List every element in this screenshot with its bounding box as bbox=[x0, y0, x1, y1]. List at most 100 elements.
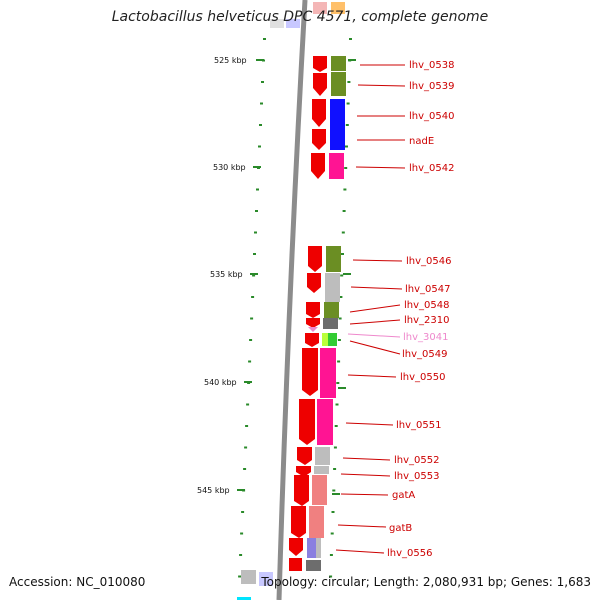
gene-label: gatA bbox=[392, 490, 415, 501]
leader-line bbox=[350, 286, 403, 290]
leader-line bbox=[345, 422, 394, 426]
minor-tick bbox=[338, 317, 342, 320]
gene-label: lhv_0542 bbox=[409, 163, 454, 174]
minor-tick bbox=[260, 102, 263, 105]
minor-tick bbox=[332, 489, 336, 492]
cds-arrow bbox=[296, 466, 311, 477]
cog-segment bbox=[324, 302, 339, 318]
minor-tick bbox=[263, 38, 266, 40]
cog-segment bbox=[312, 475, 327, 505]
cog-segment bbox=[309, 506, 324, 538]
cog-segment bbox=[329, 153, 344, 179]
minor-tick bbox=[243, 468, 247, 470]
cds-arrow bbox=[299, 399, 315, 445]
minor-tick bbox=[252, 274, 256, 277]
minor-tick bbox=[330, 532, 334, 535]
cog-segment bbox=[322, 333, 328, 346]
cds-arrow bbox=[294, 475, 309, 506]
gene-label: lhv_0553 bbox=[394, 471, 439, 482]
minor-tick bbox=[256, 188, 259, 191]
cds-arrow bbox=[291, 506, 306, 538]
minor-tick bbox=[342, 210, 346, 212]
minor-ticks-inner bbox=[238, 38, 266, 578]
cog-segment-top bbox=[313, 2, 327, 14]
gene-label: lhv_0547 bbox=[405, 284, 450, 295]
feature-bottom-left bbox=[237, 597, 251, 600]
minor-tick bbox=[246, 403, 250, 406]
gene-label: lhv_0548 bbox=[404, 300, 449, 311]
minor-tick bbox=[248, 360, 252, 363]
minor-tick bbox=[346, 102, 350, 105]
leader-line bbox=[349, 319, 401, 325]
leader-line bbox=[337, 524, 387, 528]
gene-label: lhv_0552 bbox=[394, 455, 439, 466]
minor-tick bbox=[344, 167, 348, 169]
cog-track bbox=[306, 56, 346, 571]
feature-bottom-left bbox=[259, 572, 273, 586]
minor-tick bbox=[238, 575, 242, 578]
minor-tick bbox=[347, 81, 351, 83]
minor-tick bbox=[345, 124, 349, 126]
minor-tick bbox=[331, 511, 335, 513]
tick-label: 530 kbp bbox=[213, 163, 246, 172]
inner-tick-ring bbox=[233, 38, 265, 600]
tick-label: 545 kbp bbox=[197, 486, 230, 495]
genome-title: Lactobacillus helveticus DPC 4571, compl… bbox=[111, 9, 489, 25]
minor-tick bbox=[337, 360, 341, 363]
cds-arrow bbox=[307, 273, 321, 293]
minor-tick bbox=[251, 296, 255, 298]
leader-line bbox=[347, 333, 401, 338]
cds-arrow bbox=[289, 558, 302, 571]
cds-arrow bbox=[305, 333, 319, 347]
minor-tick bbox=[339, 296, 343, 298]
minor-tick bbox=[333, 468, 337, 470]
tick-label: 540 kbp bbox=[204, 378, 237, 387]
gene-label: lhv_3041 bbox=[403, 332, 448, 343]
cds-arrow bbox=[306, 302, 320, 318]
gene-label: lhv_0551 bbox=[396, 420, 441, 431]
cog-segment-top bbox=[331, 2, 345, 14]
tick-label: 535 kbp bbox=[210, 270, 243, 279]
cds-arrow bbox=[312, 99, 326, 127]
cds-arrow bbox=[302, 348, 318, 396]
minor-tick bbox=[343, 188, 347, 191]
minor-tick bbox=[244, 446, 248, 449]
cds-arrow bbox=[306, 318, 320, 328]
cog-segment bbox=[315, 447, 330, 465]
minor-tick bbox=[345, 145, 348, 148]
cds-arrow bbox=[297, 447, 312, 465]
leader-line bbox=[355, 166, 406, 169]
minor-tick bbox=[341, 253, 344, 255]
accession-text: Accession: NC_010080 bbox=[9, 575, 146, 589]
gene-label: lhv_0538 bbox=[409, 60, 454, 71]
minor-tick bbox=[239, 554, 243, 556]
cog-segment bbox=[331, 72, 346, 96]
cog-segment bbox=[325, 273, 340, 302]
minor-tick bbox=[340, 274, 344, 277]
cds-arrow bbox=[311, 153, 325, 179]
leader-line bbox=[347, 374, 397, 378]
minor-tick bbox=[335, 403, 339, 406]
minor-tick bbox=[259, 124, 262, 126]
cog-segment bbox=[320, 348, 336, 398]
minor-tick bbox=[329, 575, 333, 578]
cog-segment bbox=[326, 246, 341, 272]
cog-segment bbox=[306, 560, 321, 571]
cog-segment bbox=[323, 318, 338, 329]
feature-bottom-left bbox=[241, 570, 256, 584]
minor-tick bbox=[336, 382, 340, 384]
cds-arrow-small bbox=[308, 327, 318, 332]
minor-tick bbox=[334, 425, 338, 427]
minor-tick bbox=[250, 317, 254, 320]
gene-labels: lhv_0538 lhv_0539 lhv_0540 nadE lhv_0542… bbox=[387, 60, 454, 559]
gene-label: lhv_0539 bbox=[409, 81, 454, 92]
cds-arrow bbox=[289, 538, 303, 556]
minor-tick bbox=[341, 231, 345, 234]
cds-track bbox=[289, 56, 327, 571]
cog-segment bbox=[314, 466, 329, 474]
leader-line bbox=[340, 493, 389, 496]
leader-line bbox=[349, 304, 401, 313]
topology-text: Topology: circular; Length: 2,080,931 bp… bbox=[261, 575, 591, 589]
cog-segment bbox=[331, 56, 346, 71]
